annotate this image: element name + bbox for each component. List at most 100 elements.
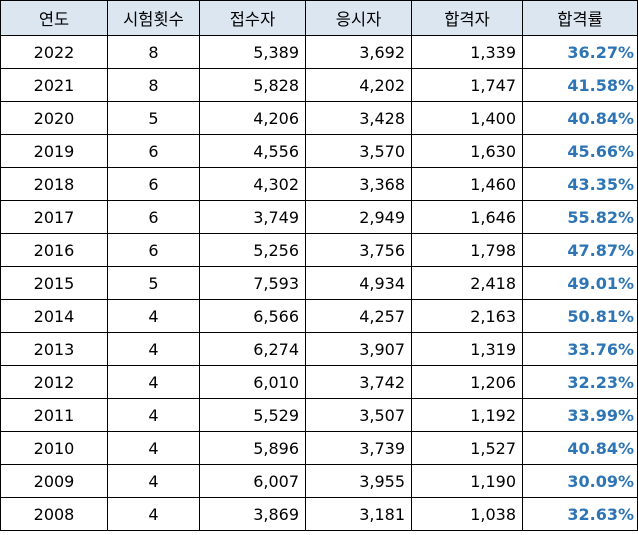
header-row: 연도 시험횟수 접수자 응시자 합격자 합격률: [0, 0, 638, 36]
examinees-cell: 3,739: [305, 431, 412, 465]
year-cell: 2017: [0, 200, 108, 234]
table-row: 2013 4 6,274 3,907 1,319 33.76%: [0, 332, 638, 366]
year-cell: 2012: [0, 365, 108, 399]
exam-count-cell: 6: [107, 134, 200, 168]
examinees-cell: 3,756: [305, 233, 412, 267]
applicants-cell: 5,828: [199, 68, 306, 102]
pass-rate-cell: 49.01%: [522, 266, 638, 300]
pass-rate-cell: 47.87%: [522, 233, 638, 267]
table-body: 2022 8 5,389 3,692 1,339 36.27% 2021 8 5,828 4,20…: [0, 35, 638, 531]
table-row: 2018 6 4,302 3,368 1,460 43.35%: [0, 167, 638, 201]
applicants-cell: 7,593: [199, 266, 306, 300]
passers-cell: 1,319: [411, 332, 523, 366]
year-cell: 2020: [0, 101, 108, 135]
passers-cell: 1,206: [411, 365, 523, 399]
table-row: 2010 4 5,896 3,739 1,527 40.84%: [0, 431, 638, 465]
passers-cell: 1,527: [411, 431, 523, 465]
table-header: 연도 시험횟수 접수자 응시자 합격자 합격률: [0, 0, 638, 36]
examinees-cell: 4,257: [305, 299, 412, 333]
exam-count-cell: 4: [107, 398, 200, 432]
examinees-cell: 4,934: [305, 266, 412, 300]
exam-count-cell: 4: [107, 299, 200, 333]
passers-cell: 1,400: [411, 101, 523, 135]
examinees-cell: 3,428: [305, 101, 412, 135]
exam-count-cell: 4: [107, 497, 200, 531]
examinees-cell: 3,507: [305, 398, 412, 432]
exam-count-cell: 4: [107, 464, 200, 498]
table-row: 2022 8 5,389 3,692 1,339 36.27%: [0, 35, 638, 69]
applicants-cell: 5,529: [199, 398, 306, 432]
table-row: 2021 8 5,828 4,202 1,747 41.58%: [0, 68, 638, 102]
exam-count-cell: 8: [107, 68, 200, 102]
applicants-cell: 5,896: [199, 431, 306, 465]
table-row: 2015 5 7,593 4,934 2,418 49.01%: [0, 266, 638, 300]
examinees-cell: 3,955: [305, 464, 412, 498]
year-cell: 2013: [0, 332, 108, 366]
pass-rate-cell: 55.82%: [522, 200, 638, 234]
header-exam-count: 시험횟수: [107, 0, 200, 36]
table-row: 2011 4 5,529 3,507 1,192 33.99%: [0, 398, 638, 432]
header-year: 연도: [0, 0, 108, 36]
year-cell: 2016: [0, 233, 108, 267]
year-cell: 2019: [0, 134, 108, 168]
applicants-cell: 4,302: [199, 167, 306, 201]
year-cell: 2022: [0, 35, 108, 69]
pass-rate-cell: 32.63%: [522, 497, 638, 531]
exam-count-cell: 6: [107, 233, 200, 267]
examinees-cell: 3,692: [305, 35, 412, 69]
pass-rate-cell: 45.66%: [522, 134, 638, 168]
examinees-cell: 3,907: [305, 332, 412, 366]
pass-rate-cell: 32.23%: [522, 365, 638, 399]
passers-cell: 1,190: [411, 464, 523, 498]
passers-cell: 1,646: [411, 200, 523, 234]
applicants-cell: 4,206: [199, 101, 306, 135]
pass-rate-cell: 30.09%: [522, 464, 638, 498]
examinees-cell: 3,570: [305, 134, 412, 168]
exam-count-cell: 4: [107, 332, 200, 366]
year-cell: 2011: [0, 398, 108, 432]
pass-rate-cell: 33.99%: [522, 398, 638, 432]
applicants-cell: 6,274: [199, 332, 306, 366]
applicants-cell: 6,007: [199, 464, 306, 498]
examinees-cell: 4,202: [305, 68, 412, 102]
exam-count-cell: 4: [107, 431, 200, 465]
applicants-cell: 3,869: [199, 497, 306, 531]
pass-rate-cell: 33.76%: [522, 332, 638, 366]
table-row: 2020 5 4,206 3,428 1,400 40.84%: [0, 101, 638, 135]
examinees-cell: 3,181: [305, 497, 412, 531]
applicants-cell: 6,010: [199, 365, 306, 399]
passers-cell: 1,747: [411, 68, 523, 102]
year-cell: 2008: [0, 497, 108, 531]
table-row: 2008 4 3,869 3,181 1,038 32.63%: [0, 497, 638, 531]
passers-cell: 1,192: [411, 398, 523, 432]
passers-cell: 1,339: [411, 35, 523, 69]
passers-cell: 1,460: [411, 167, 523, 201]
table-row: 2012 4 6,010 3,742 1,206 32.23%: [0, 365, 638, 399]
exam-count-cell: 6: [107, 167, 200, 201]
year-cell: 2014: [0, 299, 108, 333]
exam-count-cell: 8: [107, 35, 200, 69]
table-row: 2016 6 5,256 3,756 1,798 47.87%: [0, 233, 638, 267]
applicants-cell: 5,256: [199, 233, 306, 267]
pass-rate-cell: 40.84%: [522, 431, 638, 465]
passers-cell: 2,163: [411, 299, 523, 333]
examinees-cell: 3,368: [305, 167, 412, 201]
passers-cell: 2,418: [411, 266, 523, 300]
examinees-cell: 3,742: [305, 365, 412, 399]
header-examinees: 응시자: [305, 0, 412, 36]
passers-cell: 1,038: [411, 497, 523, 531]
header-applicants: 접수자: [199, 0, 306, 36]
passers-cell: 1,630: [411, 134, 523, 168]
table-row: 2019 6 4,556 3,570 1,630 45.66%: [0, 134, 638, 168]
year-cell: 2015: [0, 266, 108, 300]
examinees-cell: 2,949: [305, 200, 412, 234]
pass-rate-cell: 40.84%: [522, 101, 638, 135]
applicants-cell: 4,556: [199, 134, 306, 168]
pass-rate-cell: 43.35%: [522, 167, 638, 201]
pass-rate-cell: 41.58%: [522, 68, 638, 102]
exam-count-cell: 5: [107, 266, 200, 300]
header-pass-rate: 합격률: [522, 0, 638, 36]
applicants-cell: 3,749: [199, 200, 306, 234]
table-row: 2014 4 6,566 4,257 2,163 50.81%: [0, 299, 638, 333]
